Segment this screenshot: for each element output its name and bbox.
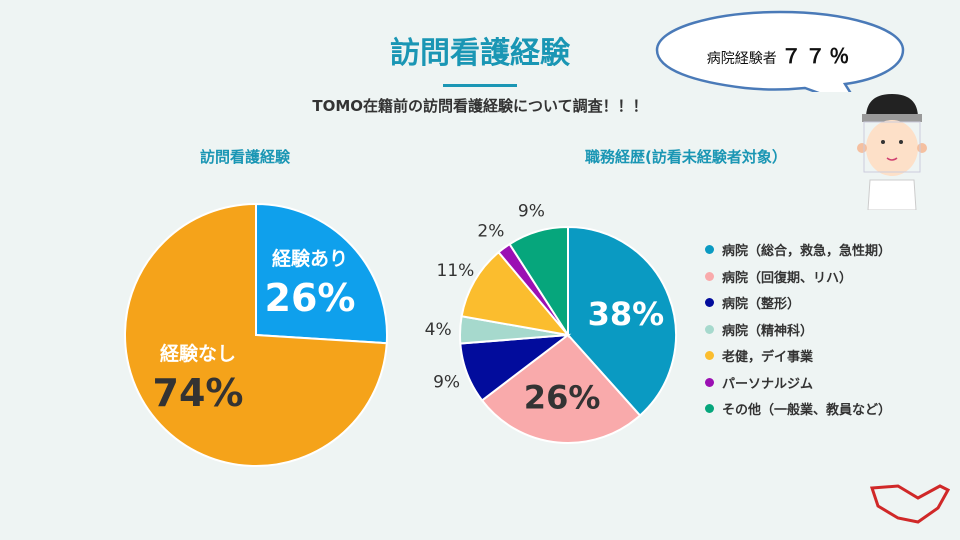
- slice-value: 2%: [477, 221, 504, 241]
- chart-title-right: 職務経歴(訪看未経験者対象）: [585, 148, 787, 166]
- legend-swatch: [705, 324, 714, 334]
- legend-label: 病院（整形）: [722, 297, 801, 312]
- legend-swatch: [705, 271, 714, 281]
- pie-slice: [460, 250, 571, 337]
- legend-item: 老健，デイ事業: [705, 346, 813, 365]
- slice-value: 9%: [433, 372, 460, 392]
- legend-swatch: [705, 298, 714, 307]
- legend-label: その他（一般業、教員など）: [722, 403, 892, 418]
- speech-bubble: [655, 10, 905, 92]
- slice-value: 38%: [588, 295, 665, 333]
- legend-item: 病院（整形）: [705, 293, 800, 312]
- pie-slice: [480, 333, 642, 444]
- legend-label: 病院（回復期、リハ）: [722, 270, 853, 286]
- legend-swatch: [705, 351, 714, 360]
- slice-value: 26%: [524, 379, 601, 417]
- pie-slice: [124, 202, 388, 467]
- chart-title-left: 訪問看護経験: [200, 148, 291, 166]
- handshake-logo-icon: [869, 484, 951, 524]
- slice-label: 経験あり: [272, 247, 348, 270]
- legend-item: 病院（総合，救急，急性期）: [705, 240, 891, 259]
- bubble-value: ７７％: [781, 44, 854, 68]
- slice-value: 11%: [437, 261, 475, 281]
- legend-label: 老健，デイ事業: [722, 350, 814, 365]
- bubble-text: 病院経験者 ７７％: [675, 40, 885, 69]
- legend-label: 病院（総合，救急，急性期）: [722, 244, 892, 259]
- slice-value: 4%: [425, 320, 452, 340]
- pie-slice: [508, 225, 569, 339]
- legend-item: パーソナルジム: [705, 373, 813, 392]
- slice-value: 9%: [518, 201, 545, 221]
- bubble-label: 病院経験者: [706, 51, 777, 67]
- legend-item: 病院（回復期、リハ）: [705, 267, 852, 286]
- legend-label: パーソナルジム: [722, 376, 814, 392]
- legend-swatch: [705, 245, 714, 254]
- legend-swatch: [705, 377, 714, 387]
- subtitle: TOMO在籍前の訪問看護経験について調査！！！: [312, 97, 648, 115]
- legend-swatch: [705, 404, 714, 413]
- slice-value: 26%: [265, 276, 356, 320]
- slice-value: 74%: [153, 371, 244, 415]
- legend-item: その他（一般業、教員など）: [705, 399, 891, 418]
- legend-label: 病院（精神科）: [722, 323, 814, 339]
- nurse-illustration-icon: [857, 94, 927, 210]
- page-title: 訪問看護経験: [390, 36, 570, 71]
- pie-slice: [255, 202, 388, 345]
- pie-slice: [567, 225, 677, 417]
- title-underline: [443, 84, 517, 87]
- slice-label: 経験なし: [160, 342, 236, 365]
- legend-item: 病院（精神科）: [705, 320, 813, 339]
